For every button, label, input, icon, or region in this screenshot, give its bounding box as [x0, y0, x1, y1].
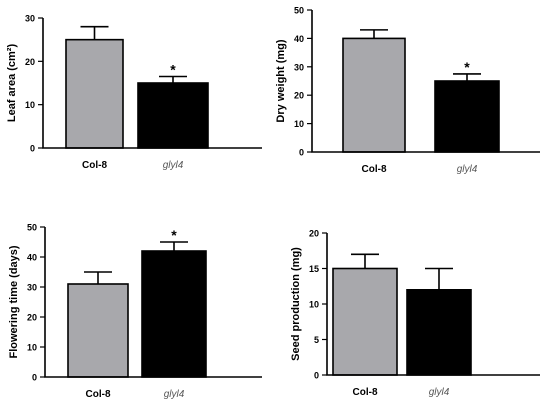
error-bar	[360, 29, 388, 39]
error-bar	[80, 25, 109, 40]
significance-marker: *	[464, 59, 470, 75]
x-tick-label: glyl4	[164, 389, 185, 400]
error-bar	[84, 271, 112, 284]
y-tick-label: 20	[25, 57, 35, 67]
x-tick-label: Col-8	[82, 160, 107, 171]
bar-chart-4: Seed production (mg) Col-8 glyl4 0 5 10 15 20	[290, 229, 540, 398]
bar-glyl4	[434, 80, 500, 153]
y-tick-label: 0	[299, 148, 304, 158]
y-tick-label: 20	[294, 91, 304, 101]
x-tick-label: Col-8	[362, 164, 387, 175]
bar-col-8	[332, 267, 398, 376]
bar-glyl4	[406, 289, 472, 376]
y-tick-label: 30	[25, 14, 35, 24]
y-tick-label: 30	[294, 62, 304, 72]
y-tick-label: 0	[314, 371, 319, 381]
y-tick-label: 20	[27, 313, 37, 323]
y-tick-label: 50	[294, 6, 304, 16]
y-tick-label: 0	[32, 373, 37, 383]
significance-marker: *	[170, 62, 176, 78]
error-bar	[453, 73, 481, 81]
y-tick-label: 50	[27, 223, 37, 233]
y-tick-label: 40	[27, 253, 37, 263]
bar-glyl4	[141, 250, 207, 378]
y-axis-title: Leaf area (cm²)	[6, 44, 18, 123]
bar-chart-1: Leaf area (cm²) Col-8 * glyl4 0 10 20 30	[6, 14, 262, 171]
y-axis-title: Dry weight (mg)	[275, 39, 287, 122]
bar-col-8	[65, 38, 124, 149]
error-bar	[425, 267, 453, 290]
y-tick-label: 5	[314, 335, 319, 345]
bar-col-8	[67, 283, 129, 378]
x-tick-label: glyl4	[457, 164, 478, 175]
significance-marker: *	[171, 227, 177, 243]
x-tick-label: glyl4	[429, 387, 450, 398]
bar-chart-3: Flowering time (days) Col-8 * glyl4 0 10 20 30 4…	[8, 223, 262, 400]
bar-glyl4	[137, 82, 209, 149]
bar-col-8	[342, 37, 406, 153]
y-tick-label: 15	[309, 264, 319, 274]
y-axis-title: Seed production (mg)	[290, 247, 302, 361]
y-tick-label: 10	[294, 119, 304, 129]
x-tick-label: Col-8	[86, 389, 111, 400]
y-tick-label: 10	[27, 343, 37, 353]
y-tick-label: 10	[309, 300, 319, 310]
x-tick-label: glyl4	[163, 160, 184, 171]
y-tick-label: 20	[309, 229, 319, 239]
x-tick-label: Col-8	[353, 387, 378, 398]
error-bar	[159, 75, 187, 83]
bar-chart-2: Dry weight (mg) Col-8 * glyl4 0 10 20 30 40 50	[275, 6, 540, 175]
error-bar	[351, 253, 379, 269]
y-tick-label: 30	[27, 283, 37, 293]
y-tick-label: 0	[30, 144, 35, 154]
error-bar	[160, 241, 188, 251]
y-tick-label: 10	[25, 100, 35, 110]
y-tick-label: 40	[294, 34, 304, 44]
y-axis-title: Flowering time (days)	[8, 245, 20, 358]
